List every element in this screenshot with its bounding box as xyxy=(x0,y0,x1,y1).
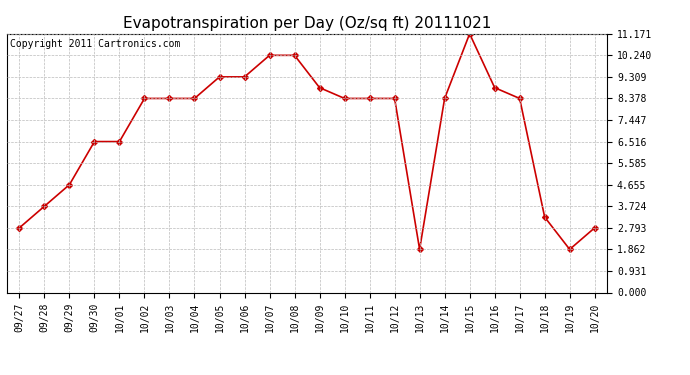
Text: Copyright 2011 Cartronics.com: Copyright 2011 Cartronics.com xyxy=(10,39,180,49)
Title: Evapotranspiration per Day (Oz/sq ft) 20111021: Evapotranspiration per Day (Oz/sq ft) 20… xyxy=(123,16,491,31)
